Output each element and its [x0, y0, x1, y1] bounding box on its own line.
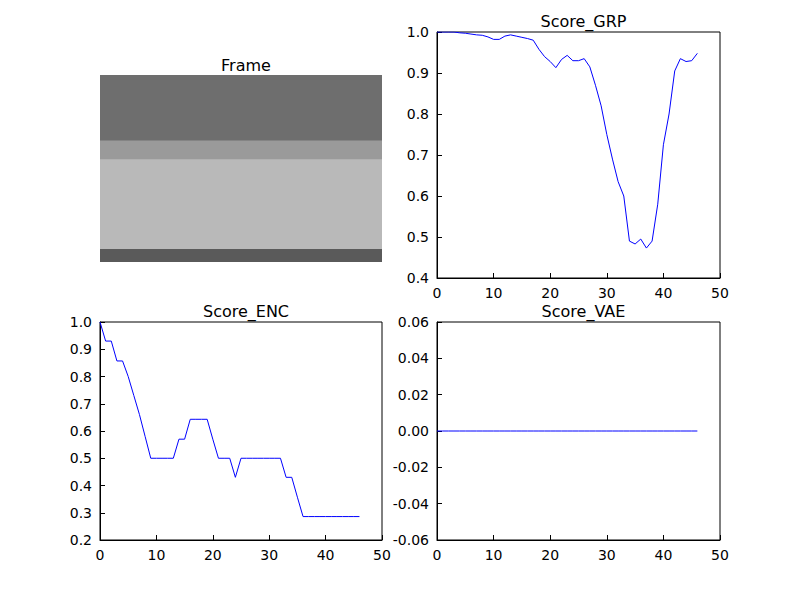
- svg-text:0.8: 0.8: [407, 106, 429, 122]
- svg-text:0.3: 0.3: [70, 505, 92, 521]
- svg-text:40: 40: [654, 285, 672, 301]
- svg-text:20: 20: [541, 547, 559, 563]
- svg-text:0.5: 0.5: [70, 450, 92, 466]
- svg-text:10: 10: [485, 285, 503, 301]
- svg-text:Score_GRP: Score_GRP: [541, 12, 627, 32]
- svg-text:Frame: Frame: [221, 56, 271, 75]
- svg-text:0: 0: [433, 285, 442, 301]
- svg-text:0.04: 0.04: [398, 350, 429, 366]
- svg-text:Score_ENC: Score_ENC: [203, 302, 289, 322]
- svg-text:0.9: 0.9: [70, 341, 92, 357]
- svg-text:50: 50: [711, 285, 729, 301]
- svg-text:0.00: 0.00: [398, 423, 429, 439]
- svg-text:30: 30: [260, 547, 278, 563]
- svg-text:10: 10: [147, 547, 165, 563]
- svg-text:30: 30: [598, 285, 616, 301]
- svg-text:0: 0: [433, 547, 442, 563]
- svg-text:0.02: 0.02: [398, 387, 429, 403]
- svg-text:Score_VAE: Score_VAE: [542, 302, 626, 322]
- svg-text:0.8: 0.8: [70, 369, 92, 385]
- svg-text:50: 50: [711, 547, 729, 563]
- svg-text:-0.04: -0.04: [393, 496, 429, 512]
- svg-text:0.06: 0.06: [398, 314, 429, 330]
- svg-text:0.7: 0.7: [407, 147, 429, 163]
- svg-text:0.4: 0.4: [70, 478, 92, 494]
- svg-text:0.5: 0.5: [407, 229, 429, 245]
- svg-text:-0.06: -0.06: [393, 532, 429, 548]
- svg-text:0.9: 0.9: [407, 65, 429, 81]
- svg-text:10: 10: [485, 547, 503, 563]
- svg-text:1.0: 1.0: [70, 314, 92, 330]
- svg-text:-0.02: -0.02: [393, 459, 429, 475]
- svg-text:0.7: 0.7: [70, 396, 92, 412]
- svg-text:0: 0: [96, 547, 105, 563]
- svg-text:30: 30: [598, 547, 616, 563]
- svg-text:0.6: 0.6: [70, 423, 92, 439]
- svg-text:20: 20: [204, 547, 222, 563]
- svg-text:40: 40: [654, 547, 672, 563]
- svg-text:0.2: 0.2: [70, 532, 92, 548]
- svg-text:0.4: 0.4: [407, 270, 429, 286]
- svg-text:0.6: 0.6: [407, 188, 429, 204]
- svg-text:1.0: 1.0: [407, 24, 429, 40]
- svg-text:40: 40: [317, 547, 335, 563]
- svg-text:50: 50: [373, 547, 391, 563]
- svg-text:20: 20: [541, 285, 559, 301]
